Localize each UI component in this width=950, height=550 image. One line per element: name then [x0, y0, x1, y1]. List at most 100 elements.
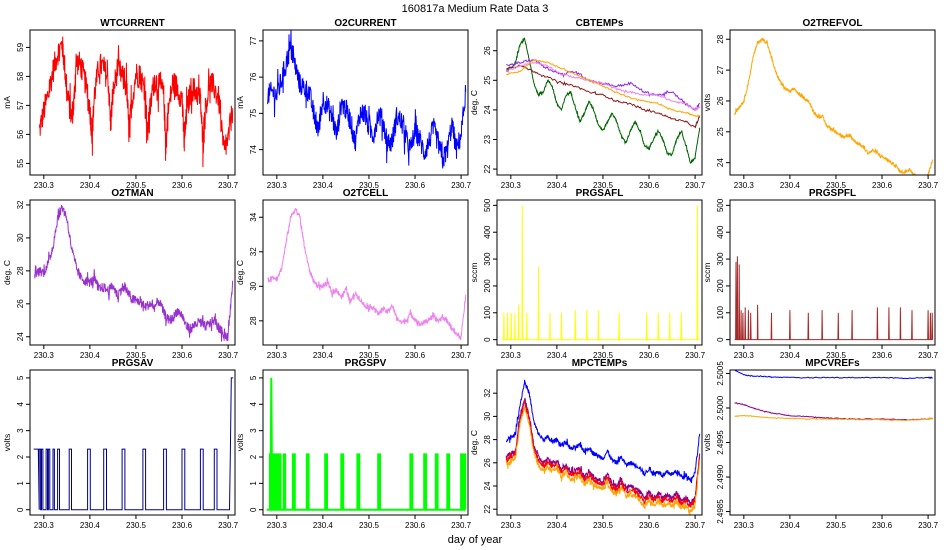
panel-o2tman: O2TMAN deg. C 230.3 230.4 230.5 230.6 230.7 24 2…	[2, 188, 239, 360]
plot-frame	[729, 29, 936, 176]
x-tick-label: 230.6	[872, 351, 893, 360]
y-tick-label: 2.4985	[716, 499, 725, 524]
x-tick-label: 230.6	[639, 181, 660, 190]
x-tick-label: 230.4	[547, 521, 568, 530]
x-tick-label: 230.7	[451, 181, 472, 190]
x-tick-label: 230.4	[547, 181, 568, 190]
plot-frame	[29, 369, 236, 516]
y-tick-label: 23	[483, 134, 492, 143]
plot-frame	[29, 29, 236, 176]
y-tick-label: 2.5000	[716, 395, 725, 420]
x-tick-label: 230.7	[685, 521, 706, 530]
y-tick-label: 0	[16, 507, 25, 512]
y-tick-label: 26	[16, 299, 25, 308]
y-tick-label: 200	[716, 279, 725, 293]
series-line	[505, 57, 701, 111]
panel-o2tcell: O2TCELL deg. C 230.3 230.4 230.5 230.6 230.7 28…	[235, 188, 472, 360]
series-line	[734, 414, 934, 422]
y-tick-label: 1	[16, 481, 25, 486]
y-tick-label: 26	[483, 458, 492, 467]
y-tick-label: 34	[249, 212, 258, 221]
panel-prgsafl: PRGSAFL sccm 230.3 230.4 230.5 230.6 230.7 0 100…	[469, 188, 706, 360]
y-axis-label: volts	[2, 434, 12, 451]
y-tick-label: 200	[483, 279, 492, 293]
y-axis-label: deg. C	[469, 90, 479, 115]
x-tick-label: 230.7	[451, 521, 472, 530]
plot-frame	[729, 369, 936, 516]
x-tick-label: 230.5	[359, 351, 380, 360]
y-tick-label: 300	[483, 252, 492, 266]
x-tick-label: 230.4	[80, 521, 101, 530]
y-tick-label: 0	[716, 337, 725, 342]
y-tick-label: 57	[16, 100, 25, 109]
y-tick-label: 25	[483, 75, 492, 84]
x-tick-label: 230.4	[313, 521, 334, 530]
x-tick-label: 230.7	[918, 351, 939, 360]
plot-area	[505, 37, 701, 165]
x-tick-label: 230.4	[780, 181, 801, 190]
plot-area	[266, 377, 467, 511]
plot-area	[34, 205, 234, 342]
series-line	[506, 59, 700, 118]
y-axis-label: deg. C	[2, 260, 12, 285]
plot-area	[734, 370, 934, 422]
x-tick-label: 230.3	[267, 521, 288, 530]
plot-frame	[262, 199, 469, 346]
y-tick-label: 28	[716, 34, 725, 43]
series-line	[501, 205, 700, 341]
series-line	[734, 256, 934, 341]
panel-mpcvrefs: MPCVREFs volts 230.3 230.4 230.5 230.6 230.7 2.…	[702, 358, 939, 530]
y-tick-label: 300	[716, 252, 725, 266]
y-tick-label: 30	[16, 233, 25, 242]
y-tick-label: 22	[483, 504, 492, 513]
plot-frame	[496, 29, 703, 176]
panel-title: MPCTEMPs	[572, 358, 628, 369]
y-axis-label: sccm	[702, 263, 712, 283]
y-tick-label: 32	[249, 247, 258, 256]
y-tick-label: 100	[483, 306, 492, 320]
panel-cbtemps: CBTEMPs deg. C 230.3 230.4 230.5 230.6 230.7 22…	[469, 18, 706, 190]
y-axis-label: mA	[235, 96, 245, 109]
panel-prgsav: PRGSAV volts 230.3 230.4 230.5 230.6 230.7 0 1 2 3…	[2, 358, 239, 530]
plot-area	[38, 36, 234, 168]
y-tick-label: 75	[249, 108, 258, 117]
series-line	[505, 399, 701, 508]
y-tick-label: 5	[16, 375, 25, 380]
x-tick-label: 230.5	[593, 351, 614, 360]
x-tick-label: 230.6	[639, 351, 660, 360]
plot-area	[267, 207, 467, 341]
figure-xlabel: day of year	[448, 534, 503, 546]
x-tick-label: 230.7	[918, 521, 939, 530]
series-line	[734, 370, 934, 380]
y-tick-label: 28	[16, 266, 25, 275]
panel-title: O2CURRENT	[334, 18, 396, 29]
panel-prgspfl: PRGSPFL sccm 230.3 230.4 230.5 230.6 230.7 0 100…	[702, 188, 939, 360]
y-tick-label: 24	[483, 481, 492, 490]
y-tick-label: 5	[249, 375, 258, 380]
y-tick-label: 2	[249, 454, 258, 459]
y-tick-label: 500	[716, 198, 725, 212]
panel-title: O2TREFVOL	[802, 18, 862, 29]
plot-frame	[496, 369, 703, 516]
panel-title: O2TCELL	[343, 188, 389, 199]
y-axis-label: sccm	[469, 263, 479, 283]
y-tick-label: 4	[249, 401, 258, 406]
x-tick-label: 230.6	[405, 181, 426, 190]
y-tick-label: 4	[16, 401, 25, 406]
y-tick-label: 30	[483, 411, 492, 420]
y-tick-label: 400	[716, 225, 725, 239]
plot-frame	[262, 369, 469, 516]
x-tick-label: 230.4	[780, 521, 801, 530]
y-tick-label: 2	[16, 454, 25, 459]
plot-area	[734, 37, 934, 175]
series-line	[33, 377, 234, 511]
x-tick-label: 230.4	[80, 181, 101, 190]
y-axis-label: mA	[2, 96, 12, 109]
x-tick-label: 230.6	[172, 351, 193, 360]
x-tick-label: 230.4	[313, 351, 334, 360]
y-tick-label: 22	[483, 164, 492, 173]
panel-prgspv: PRGSPV volts 230.3 230.4 230.5 230.6 230.7 0 1 2 3…	[235, 358, 472, 530]
y-tick-label: 2.4995	[716, 430, 725, 455]
panel-title: PRGSPFL	[809, 188, 856, 199]
x-tick-label: 230.3	[267, 181, 288, 190]
